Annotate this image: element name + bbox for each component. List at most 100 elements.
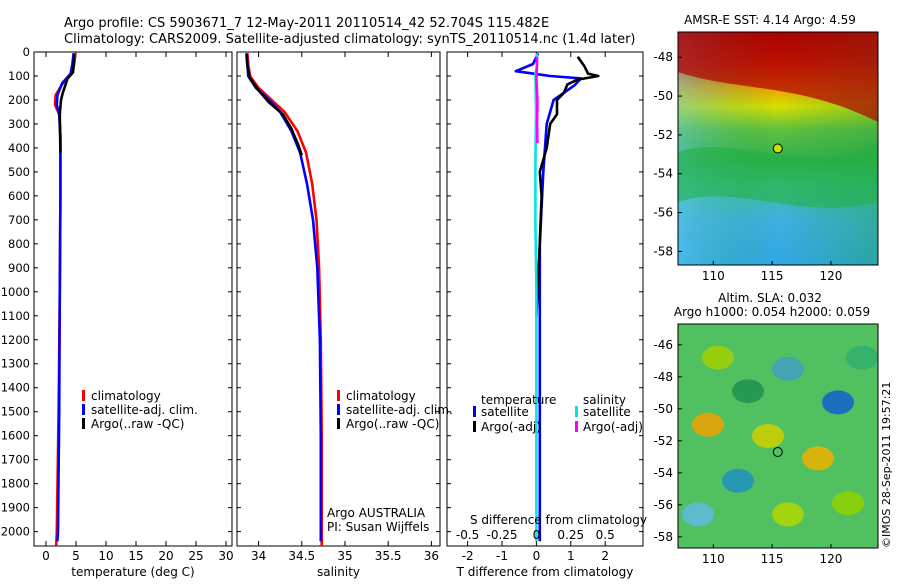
difference-panel-xtick-label: -2 bbox=[462, 549, 474, 563]
temperature-panel-xtick-label: 25 bbox=[188, 549, 203, 563]
salinity-panel-xtick-label: 34 bbox=[251, 549, 266, 563]
temperature-panel-series-line bbox=[58, 54, 76, 153]
sla-map-argo-marker bbox=[772, 447, 783, 457]
depth-tick-label: 1000 bbox=[1, 285, 30, 299]
depth-tick-label: 0 bbox=[23, 45, 30, 59]
salinity-annotation: Argo AUSTRALIA bbox=[327, 506, 426, 520]
salinity-panel-frame bbox=[236, 51, 441, 547]
depth-tick-label: 1400 bbox=[1, 381, 30, 395]
sst-map-xtick-label: 115 bbox=[761, 269, 784, 283]
sla-map-ytick-label: -48 bbox=[653, 370, 673, 384]
sla-map-ytick-label: -46 bbox=[653, 338, 673, 352]
title-line-1: Argo profile: CS 5903671_7 12-May-2011 2… bbox=[64, 16, 549, 31]
difference-panel-series-line bbox=[535, 56, 539, 144]
sla-map-anomaly-blob bbox=[682, 502, 714, 527]
salinity-panel-series-line bbox=[245, 54, 304, 156]
temperature-panel-xlabel: temperature (deg C) bbox=[71, 565, 194, 579]
depth-tick-label: 100 bbox=[8, 69, 30, 83]
sla-map-frame bbox=[677, 323, 879, 549]
sst-map-argo-marker bbox=[772, 143, 783, 154]
sla-map-anomaly-blob bbox=[772, 502, 804, 527]
depth-tick-label: 1500 bbox=[1, 405, 30, 419]
depth-tick-label: 300 bbox=[8, 117, 30, 131]
diff-legend-label: Argo(-adj) bbox=[481, 420, 541, 434]
sla-map-anomaly-blob bbox=[732, 379, 764, 404]
salinity-panel-xtick-label: 36 bbox=[424, 549, 439, 563]
sst-map-ytick-label: -56 bbox=[653, 206, 673, 220]
difference-panel-series-line bbox=[535, 56, 600, 316]
depth-tick-label: 1900 bbox=[1, 501, 30, 515]
salinity-panel-legend-label: Argo(..raw -QC) bbox=[346, 417, 439, 431]
salinity-panel-legend-swatch bbox=[337, 404, 340, 415]
difference-panel-xlabel: T difference from climatology bbox=[456, 565, 634, 579]
sla-map-anomaly-blob bbox=[722, 468, 754, 493]
depth-tick-label: 200 bbox=[8, 93, 30, 107]
diff-legend-swatch bbox=[575, 421, 578, 432]
sst-map-xtick-label: 120 bbox=[819, 269, 842, 283]
sla-map-xtick-label: 110 bbox=[702, 552, 725, 566]
temperature-panel-xtick-label: 20 bbox=[158, 549, 173, 563]
temperature-panel-xtick-label: 15 bbox=[128, 549, 143, 563]
imos-credit: ©IMOS 28-Sep-2011 19:57:21 bbox=[880, 382, 893, 548]
temperature-panel-xtick-label: 30 bbox=[218, 549, 233, 563]
sst-map-ytick-label: -50 bbox=[653, 89, 673, 103]
sla-map-ytick-label: -52 bbox=[653, 434, 673, 448]
sst-map-ytick-label: -58 bbox=[653, 244, 673, 258]
depth-tick-label: 400 bbox=[8, 141, 30, 155]
temperature-panel-legend-swatch bbox=[82, 418, 85, 429]
sst-map-green-band bbox=[678, 142, 878, 208]
depth-tick-label: 900 bbox=[8, 261, 30, 275]
difference-panel-xtick-label: 1 bbox=[567, 549, 575, 563]
sst-map-title: AMSR-E SST: 4.14 Argo: 4.59 bbox=[684, 13, 856, 27]
sst-map-frame bbox=[677, 31, 879, 266]
diff-s-tick-label: 0.5 bbox=[596, 528, 615, 542]
diff-legend-label: satellite bbox=[583, 405, 631, 419]
title-line-2: Climatology: CARS2009. Satellite-adjuste… bbox=[64, 32, 636, 47]
sla-map-xtick-label: 115 bbox=[761, 552, 784, 566]
diff-s-tick-label: 0.25 bbox=[557, 528, 584, 542]
temperature-panel-xtick-label: 10 bbox=[98, 549, 113, 563]
sla-map-anomaly-blob bbox=[752, 424, 784, 448]
temperature-panel-legend-label: Argo(..raw -QC) bbox=[91, 417, 184, 431]
temperature-panel-xtick-label: 0 bbox=[42, 549, 50, 563]
difference-panel-xtick-label: -1 bbox=[496, 549, 508, 563]
sla-map-ytick-label: -56 bbox=[653, 498, 673, 512]
sst-map-xtick-label: 110 bbox=[702, 269, 725, 283]
diff-xlabel-top: S difference from climatology bbox=[470, 513, 647, 527]
depth-tick-label: 1100 bbox=[1, 309, 30, 323]
diff-legend-label: satellite bbox=[481, 405, 529, 419]
depth-tick-label: 1700 bbox=[1, 453, 30, 467]
sst-map-ytick-label: -52 bbox=[653, 128, 673, 142]
sla-map-title-2: Argo h1000: 0.054 h2000: 0.059 bbox=[674, 305, 870, 319]
sla-map-xtick-label: 120 bbox=[819, 552, 842, 566]
temperature-panel-legend-label: satellite-adj. clim. bbox=[91, 403, 198, 417]
salinity-panel-xtick-label: 34.5 bbox=[288, 549, 315, 563]
difference-panel-xtick-label: 2 bbox=[601, 549, 609, 563]
diff-s-tick-label: -0.25 bbox=[486, 528, 517, 542]
salinity-annotation: PI: Susan Wijffels bbox=[327, 520, 429, 534]
sla-map-anomaly-blob bbox=[692, 412, 724, 437]
salinity-panel-legend-label: climatology bbox=[346, 389, 416, 403]
temperature-panel-legend-swatch bbox=[82, 390, 85, 401]
sla-map-title: Altim. SLA: 0.032 bbox=[718, 291, 822, 305]
diff-s-tick-label: 0 bbox=[533, 528, 541, 542]
salinity-panel-legend-swatch bbox=[337, 390, 340, 401]
difference-panel-frame bbox=[446, 51, 644, 547]
salinity-panel-legend-label: satellite-adj. clim. bbox=[346, 403, 453, 417]
diff-legend-swatch bbox=[473, 421, 476, 432]
sst-map-ytick-label: -54 bbox=[653, 167, 673, 181]
salinity-panel-xtick-label: 35.5 bbox=[375, 549, 402, 563]
sla-map-anomaly-blob bbox=[832, 491, 864, 516]
sla-map-anomaly-blob bbox=[802, 446, 834, 471]
depth-tick-label: 600 bbox=[8, 189, 30, 203]
salinity-panel-legend-swatch bbox=[337, 418, 340, 429]
diff-legend-swatch bbox=[575, 406, 578, 417]
depth-tick-label: 700 bbox=[8, 213, 30, 227]
diff-legend-title-salinity: salinity bbox=[583, 393, 626, 407]
temperature-panel-frame bbox=[33, 51, 233, 547]
depth-tick-label: 1300 bbox=[1, 357, 30, 371]
diff-s-tick-label: -0.5 bbox=[456, 528, 479, 542]
depth-tick-label: 500 bbox=[8, 165, 30, 179]
difference-panel-xtick-label: 0 bbox=[533, 549, 541, 563]
